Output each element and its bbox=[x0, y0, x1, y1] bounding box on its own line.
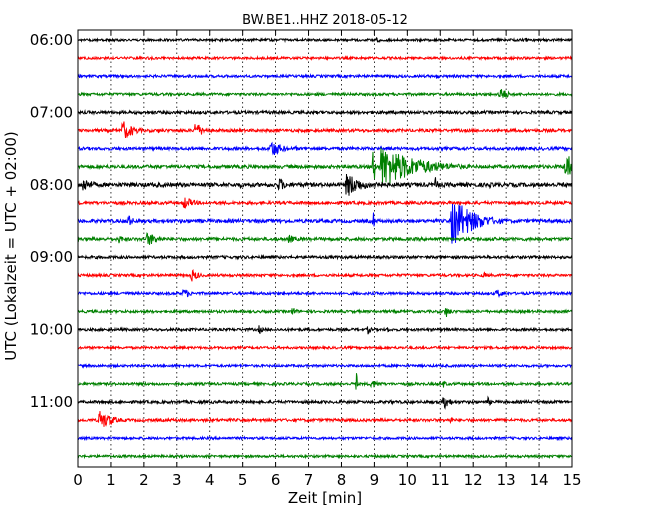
seismic-trace bbox=[77, 121, 573, 138]
x-tick-label: 6 bbox=[271, 471, 281, 489]
x-tick-label: 11 bbox=[431, 471, 450, 489]
seismic-trace bbox=[77, 289, 573, 298]
y-tick-label: 10:00 bbox=[30, 321, 73, 339]
seismic-trace bbox=[77, 344, 573, 351]
y-axis-title: UTC (Lokalzeit = UTC + 02:00) bbox=[2, 131, 20, 361]
seismic-trace bbox=[77, 36, 573, 44]
seismic-trace bbox=[77, 232, 573, 245]
y-axis: 06:00 07:00 08:00 09:00 10:00 11:00 bbox=[30, 31, 572, 411]
seismic-trace bbox=[77, 269, 573, 282]
seismic-trace bbox=[77, 108, 573, 116]
seismic-trace bbox=[77, 308, 573, 317]
y-tick-label: 07:00 bbox=[30, 103, 73, 121]
plot-frame bbox=[77, 29, 573, 468]
x-tick-label: 5 bbox=[238, 471, 248, 489]
x-tick-label: 14 bbox=[530, 471, 549, 489]
seismic-trace bbox=[77, 54, 573, 62]
x-tick-label: 7 bbox=[304, 471, 314, 489]
seismic-trace bbox=[77, 197, 573, 210]
seismic-trace bbox=[77, 204, 573, 244]
seismic-trace bbox=[77, 89, 573, 99]
x-tick-label: 10 bbox=[398, 471, 417, 489]
seismic-trace bbox=[77, 325, 573, 335]
x-tick-label: 1 bbox=[106, 471, 116, 489]
seismic-trace bbox=[77, 435, 573, 442]
y-tick-label: 09:00 bbox=[30, 248, 73, 266]
x-tick-label: 9 bbox=[370, 471, 380, 489]
x-tick-label: 3 bbox=[172, 471, 182, 489]
grid bbox=[110, 30, 540, 467]
x-tick-label: 4 bbox=[205, 471, 215, 489]
x-tick-label: 8 bbox=[337, 471, 347, 489]
seismic-trace bbox=[77, 147, 573, 185]
x-tick-label: 0 bbox=[73, 471, 83, 489]
seismic-trace bbox=[77, 362, 573, 369]
seismic-trace bbox=[77, 174, 573, 196]
seismic-trace bbox=[77, 453, 573, 460]
y-tick-label: 06:00 bbox=[30, 31, 73, 49]
traces bbox=[77, 36, 573, 460]
seismic-trace bbox=[77, 73, 573, 80]
x-tick-label: 15 bbox=[562, 471, 581, 489]
seismic-trace bbox=[77, 411, 573, 427]
y-tick-label: 08:00 bbox=[30, 176, 73, 194]
seismic-trace bbox=[77, 253, 573, 261]
seismic-trace bbox=[77, 141, 573, 156]
x-axis: 0 1 2 3 4 5 6 7 8 9 10 11 12 13 14 15 bbox=[73, 30, 582, 489]
seismic-trace bbox=[77, 373, 573, 390]
y-tick-label: 11:00 bbox=[30, 393, 73, 411]
x-axis-title: Zeit [min] bbox=[288, 489, 362, 507]
seismic-trace bbox=[77, 395, 573, 410]
x-tick-label: 12 bbox=[464, 471, 483, 489]
x-tick-label: 13 bbox=[497, 471, 516, 489]
x-tick-label: 2 bbox=[139, 471, 149, 489]
chart-title: BW.BE1..HHZ 2018-05-12 bbox=[242, 13, 408, 28]
